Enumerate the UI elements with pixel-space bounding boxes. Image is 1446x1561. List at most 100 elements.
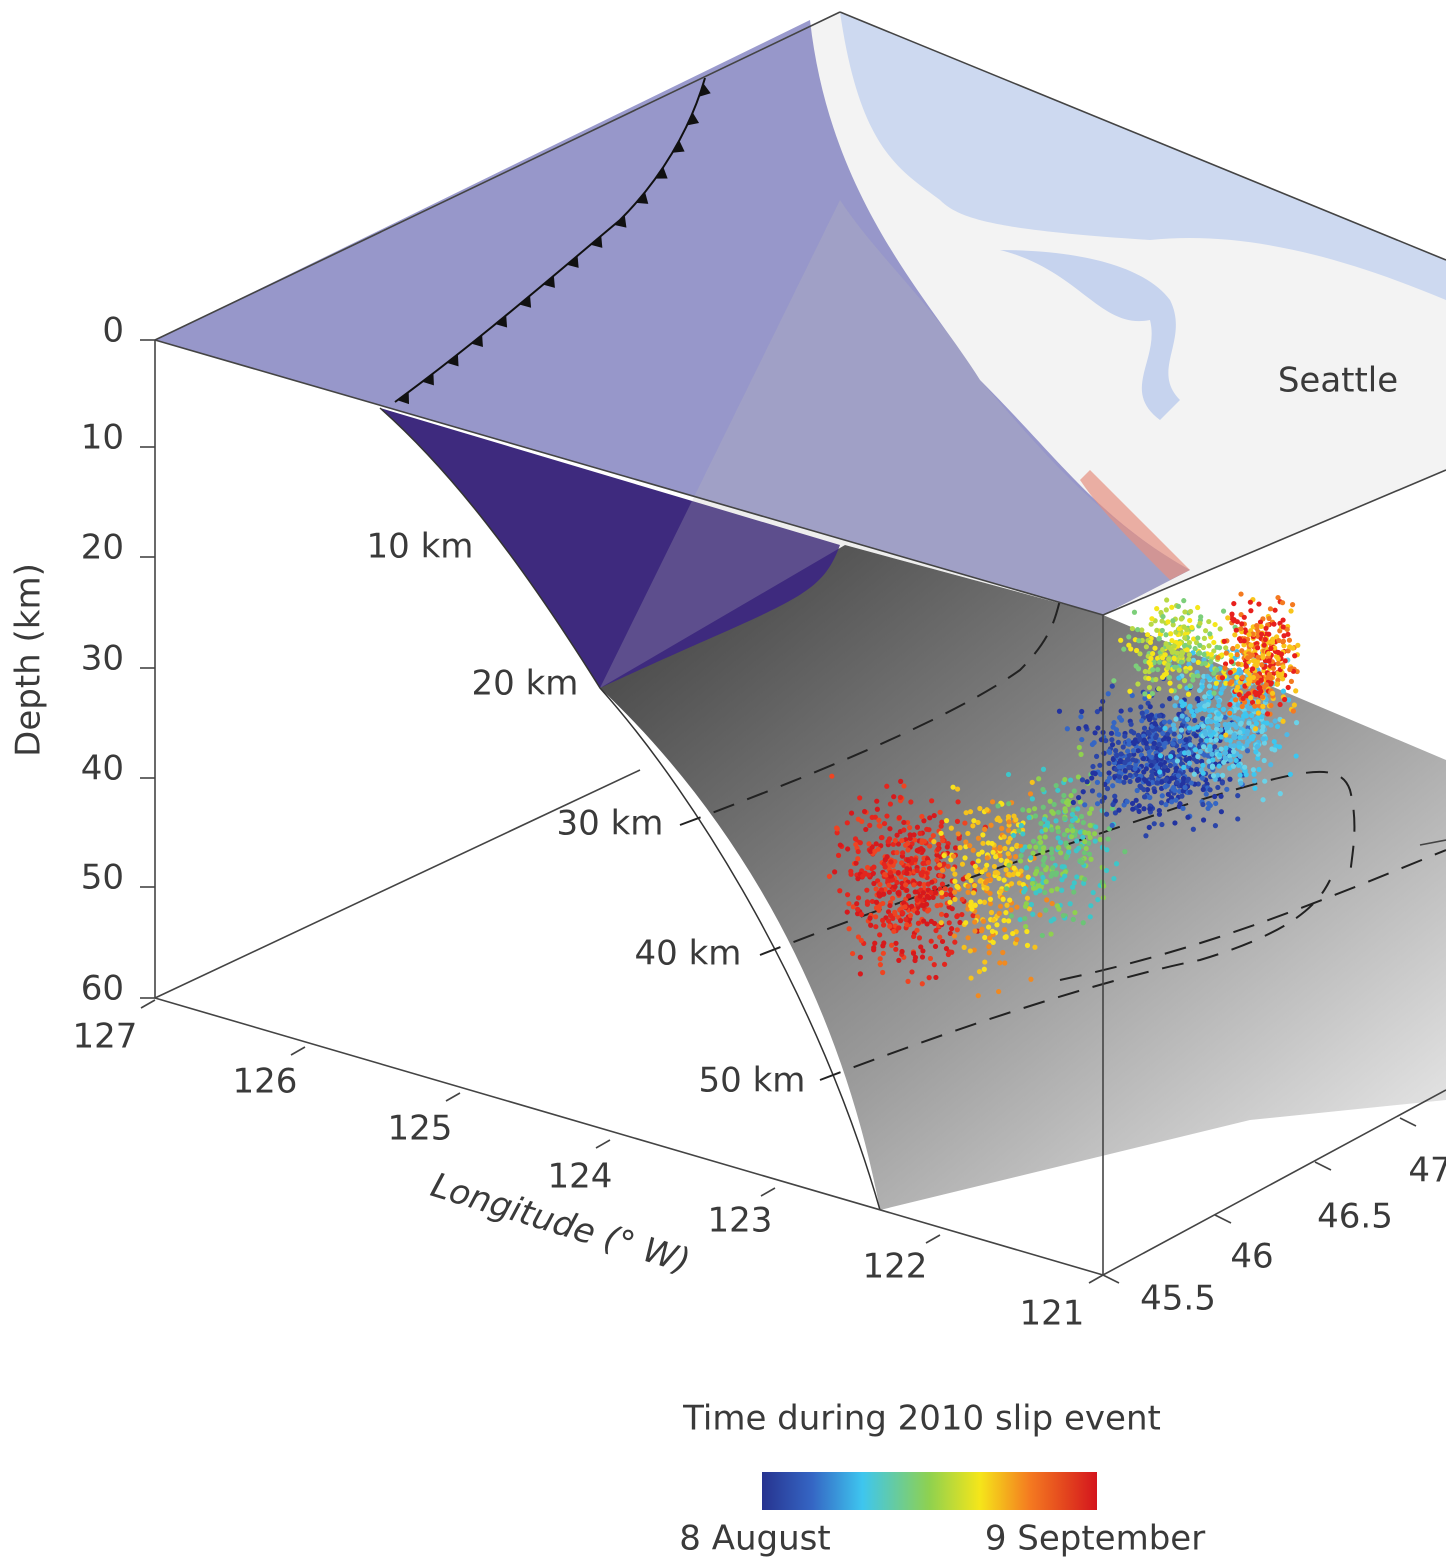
tremor-point <box>955 799 960 804</box>
tremor-point <box>1071 889 1076 894</box>
tremor-point <box>1055 886 1060 891</box>
tremor-point <box>1080 777 1085 782</box>
tremor-point <box>882 821 887 826</box>
colorbar-title: Time during 2010 slip event <box>682 1399 1161 1439</box>
tremor-point <box>974 869 979 874</box>
tremor-point <box>986 872 991 877</box>
tremor-point <box>1163 802 1168 807</box>
tremor-point <box>894 833 899 838</box>
tremor-point <box>1288 608 1293 613</box>
tremor-point <box>1234 675 1239 680</box>
tremor-point <box>1147 825 1152 830</box>
tremor-point <box>1127 779 1132 784</box>
tremor-point <box>976 993 981 998</box>
tremor-point <box>1030 796 1035 801</box>
tremor-point <box>1088 823 1093 828</box>
tremor-point <box>1111 720 1116 725</box>
tremor-point <box>1110 742 1115 747</box>
tremor-point <box>940 868 945 873</box>
tremor-point <box>1055 903 1060 908</box>
tremor-point <box>1068 793 1073 798</box>
tremor-point <box>1074 874 1079 879</box>
tremor-point <box>1227 777 1232 782</box>
tremor-point <box>1055 788 1060 793</box>
tremor-point <box>1179 659 1184 664</box>
tremor-point <box>874 900 879 905</box>
depth-tick-label: 60 <box>81 969 124 1009</box>
tremor-point <box>865 865 870 870</box>
tremor-point <box>1291 708 1296 713</box>
tremor-point <box>919 840 924 845</box>
tremor-point <box>888 859 893 864</box>
tremor-point <box>1063 809 1068 814</box>
tremor-point <box>1220 773 1225 778</box>
tremor-point <box>1133 758 1138 763</box>
tremor-point <box>1087 852 1092 857</box>
tremor-point <box>938 831 943 836</box>
tremor-point <box>1248 608 1253 613</box>
tremor-point <box>1130 801 1135 806</box>
tremor-point <box>1238 781 1243 786</box>
tremor-point <box>952 940 957 945</box>
tremor-point <box>955 819 960 824</box>
tremor-point <box>1119 708 1124 713</box>
tremor-point <box>1031 886 1036 891</box>
tremor-point <box>1142 691 1147 696</box>
slab-surface <box>600 545 1446 1210</box>
tremor-point <box>1006 814 1011 819</box>
tremor-point <box>919 814 924 819</box>
tremor-point <box>1020 807 1025 812</box>
tremor-point <box>1093 824 1098 829</box>
tremor-point <box>1136 748 1141 753</box>
tremor-point <box>952 872 957 877</box>
tremor-point <box>927 843 932 848</box>
tremor-point <box>874 841 879 846</box>
tremor-point <box>1185 647 1190 652</box>
tremor-point <box>1002 834 1007 839</box>
tremor-point <box>1232 732 1237 737</box>
tremor-point <box>1032 806 1037 811</box>
tremor-point <box>1176 626 1181 631</box>
tremor-point <box>1104 847 1109 852</box>
tremor-point <box>968 878 973 883</box>
tremor-point <box>1094 754 1099 759</box>
tremor-point <box>878 956 883 961</box>
tremor-point <box>1089 775 1094 780</box>
tremor-point <box>1229 659 1234 664</box>
tremor-point <box>933 975 938 980</box>
tremor-point <box>1145 730 1150 735</box>
tremor-point <box>1157 769 1162 774</box>
tremor-point <box>1237 692 1242 697</box>
tremor-point <box>1202 703 1207 708</box>
tremor-point <box>1177 641 1182 646</box>
tremor-point <box>1090 788 1095 793</box>
tremor-point <box>917 935 922 940</box>
tremor-point <box>1216 699 1221 704</box>
tremor-point <box>1081 789 1086 794</box>
tremor-point <box>1254 721 1259 726</box>
tremor-point <box>1172 788 1177 793</box>
tremor-point <box>1128 773 1133 778</box>
tremor-point <box>1260 694 1265 699</box>
tremor-point <box>960 862 965 867</box>
tremor-point <box>1200 679 1205 684</box>
tremor-point <box>1172 820 1177 825</box>
tremor-point <box>955 927 960 932</box>
tremor-point <box>1224 737 1229 742</box>
tremor-point <box>1027 815 1032 820</box>
tremor-point <box>1131 748 1136 753</box>
tremor-point <box>1126 634 1131 639</box>
tremor-point <box>1179 727 1184 732</box>
tremor-point <box>945 844 950 849</box>
depth-tick-label: 20 <box>81 528 124 568</box>
tremor-point <box>1211 691 1216 696</box>
tremor-point <box>1024 901 1029 906</box>
tremor-point <box>1246 632 1251 637</box>
longitude-tick-label: 124 <box>548 1157 613 1197</box>
tremor-point <box>883 857 888 862</box>
tremor-point <box>940 939 945 944</box>
tremor-point <box>911 951 916 956</box>
tremor-point <box>1214 727 1219 732</box>
tremor-point <box>1028 977 1033 982</box>
tremor-point <box>1004 903 1009 908</box>
